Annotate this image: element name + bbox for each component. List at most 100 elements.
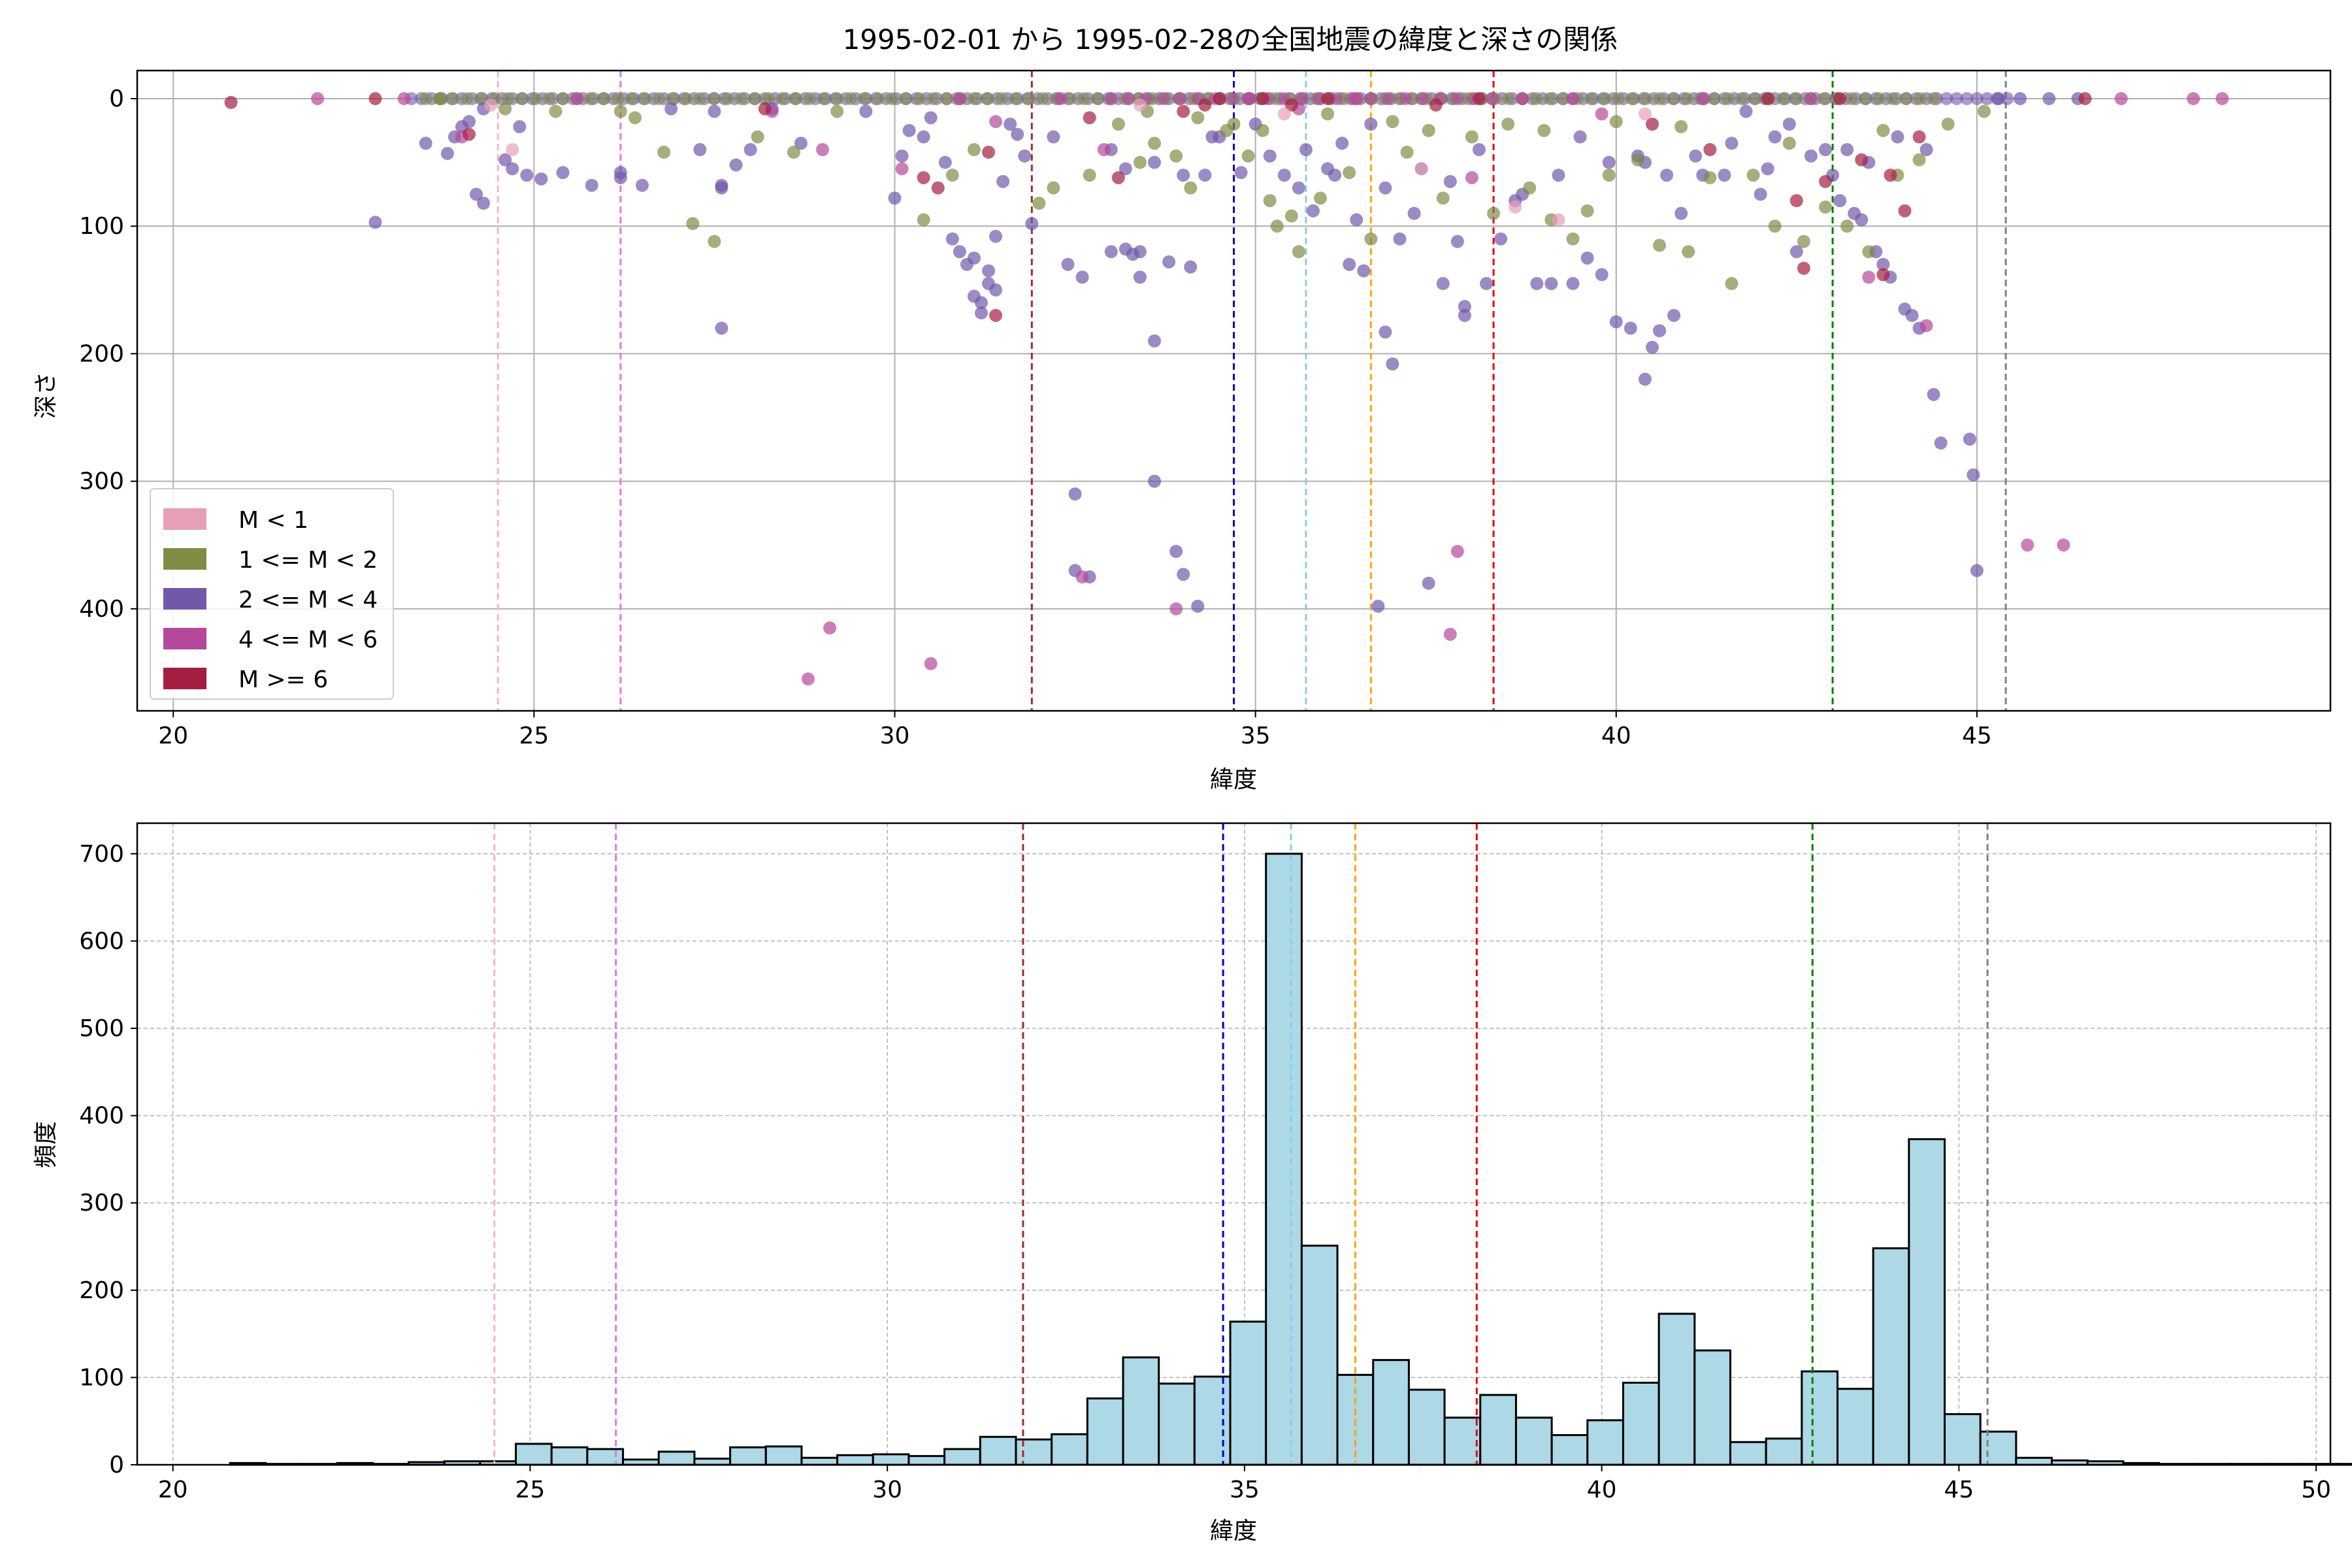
- scatter-point: [1422, 123, 1435, 137]
- scatter-point: [1458, 300, 1471, 314]
- scatter-point: [1047, 181, 1060, 195]
- scatter-point: [1299, 143, 1313, 157]
- scatter-x-tick-label: 40: [1601, 723, 1631, 749]
- histogram-y-tick-label: 600: [79, 928, 124, 955]
- scatter-point: [1256, 91, 1269, 105]
- histogram-plot-frame: [136, 822, 2332, 1466]
- histogram-bar: [907, 1455, 946, 1466]
- scatter-point: [872, 91, 885, 105]
- scatter-point: [1292, 245, 1305, 259]
- scatter-point: [1025, 217, 1039, 231]
- histogram-reference-lines: [493, 823, 1989, 1465]
- scatter-point: [1364, 117, 1378, 131]
- scatter-point: [1797, 235, 1810, 248]
- histogram-grid: [137, 823, 2330, 1465]
- scatter-point: [1133, 155, 1147, 169]
- scatter-point: [989, 229, 1003, 243]
- histogram-bar: [1514, 1416, 1553, 1466]
- scatter-point: [1645, 117, 1659, 131]
- scatter-point: [1876, 257, 1890, 271]
- scatter-point: [1855, 213, 1869, 227]
- scatter-point: [1399, 91, 1413, 105]
- scatter-point: [1292, 181, 1305, 195]
- scatter-point: [975, 306, 988, 319]
- scatter-point: [1725, 137, 1739, 150]
- legend-swatch: [163, 668, 206, 689]
- histogram-bar: [979, 1435, 1017, 1466]
- scatter-point: [1927, 387, 1940, 401]
- scatter-point: [1992, 91, 2006, 105]
- scatter-point: [1436, 277, 1450, 291]
- scatter-point: [1379, 181, 1392, 195]
- scatter-point: [1544, 277, 1558, 291]
- scatter-point: [1177, 105, 1190, 118]
- scatter-point: [1862, 245, 1876, 259]
- histogram-bar: [1265, 853, 1303, 1466]
- scatter-point: [1725, 277, 1739, 291]
- histogram-bar: [1836, 1388, 1874, 1466]
- histogram-bar: [1765, 1437, 1803, 1466]
- scatter-point: [693, 91, 707, 105]
- scatter-point: [1162, 255, 1176, 269]
- scatter-point: [1494, 232, 1508, 246]
- scatter-point: [1075, 270, 1089, 284]
- scatter-point: [1898, 204, 1912, 218]
- scatter-point: [1833, 91, 1847, 105]
- scatter-point: [1609, 315, 1623, 329]
- scatter-point: [1639, 91, 1653, 105]
- scatter-point: [924, 657, 938, 670]
- scatter-point: [989, 115, 1003, 129]
- scatter-point: [967, 251, 981, 265]
- scatter-point: [708, 235, 721, 248]
- scatter-point: [1602, 169, 1616, 182]
- scatter-point: [1169, 544, 1183, 558]
- scatter-point: [1797, 261, 1810, 275]
- scatter-y-tick-label: 400: [79, 596, 124, 623]
- scatter-point: [1256, 123, 1269, 137]
- scatter-point: [529, 91, 542, 105]
- scatter-point: [1674, 206, 1688, 220]
- scatter-point: [1191, 599, 1205, 613]
- histogram-bar: [1193, 1375, 1232, 1466]
- scatter-point: [748, 91, 762, 105]
- scatter-point: [953, 91, 966, 105]
- scatter-point: [1523, 181, 1537, 195]
- scatter-x-axis-label: 緯度: [1210, 766, 1257, 793]
- scatter-point: [1941, 117, 1955, 131]
- scatter-point: [1721, 91, 1735, 105]
- scatter-point: [758, 102, 772, 116]
- scatter-point: [1817, 91, 1831, 105]
- scatter-point: [1184, 260, 1198, 274]
- scatter-point: [1680, 91, 1693, 105]
- scatter-point: [817, 91, 830, 105]
- scatter-plot-frame: [136, 69, 2332, 712]
- scatter-point: [1148, 334, 1162, 348]
- scatter-point: [1241, 91, 1255, 105]
- scatter-point: [1967, 468, 1980, 482]
- scatter-point: [1479, 277, 1493, 291]
- scatter-point: [1022, 91, 1036, 105]
- histogram-bar: [1229, 1320, 1267, 1466]
- scatter-point: [1393, 232, 1407, 246]
- scatter-point: [1472, 91, 1486, 105]
- scatter-point: [1429, 98, 1443, 112]
- scatter-point: [686, 217, 700, 231]
- scatter-point: [1552, 169, 1565, 182]
- scatter-point: [1855, 153, 1869, 167]
- scatter-point: [1768, 130, 1782, 144]
- scatter-point: [1566, 91, 1580, 105]
- scatter-point: [823, 621, 837, 635]
- scatter-point: [1612, 91, 1625, 105]
- scatter-point: [996, 174, 1010, 188]
- legend-label: 2 <= M < 4: [238, 587, 378, 613]
- histogram-y-ticks: 0 100 200 300 400 500 600 700: [79, 841, 137, 1478]
- scatter-y-tick-label: 200: [79, 340, 124, 367]
- scatter-point: [1184, 181, 1198, 195]
- scatter-point: [1819, 200, 1833, 214]
- scatter-point: [1557, 91, 1571, 105]
- scatter-point: [895, 162, 909, 176]
- scatter-point: [556, 166, 570, 180]
- histogram-bar: [1944, 1413, 1982, 1466]
- scatter-point: [743, 143, 757, 157]
